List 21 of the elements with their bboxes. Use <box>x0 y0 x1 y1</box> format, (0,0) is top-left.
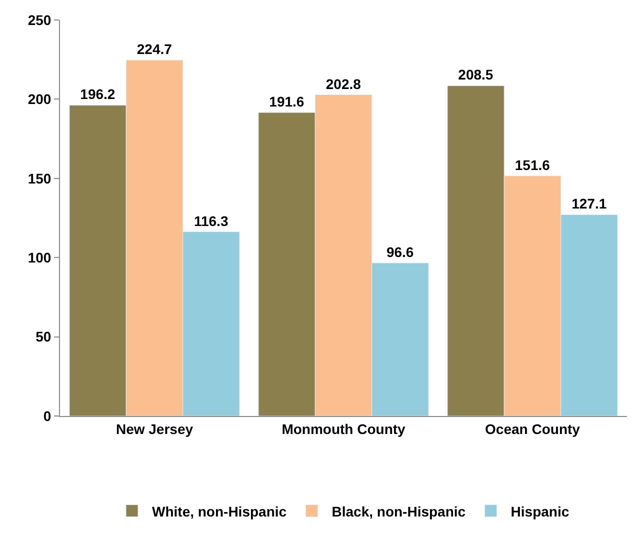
y-tick-label: 150 <box>28 170 52 186</box>
data-label: 202.8 <box>326 76 362 92</box>
x-tick-label: New Jersey <box>116 420 194 437</box>
x-tick-label: Monmouth County <box>282 420 406 437</box>
legend-label: Hispanic <box>510 503 570 520</box>
data-label: 224.7 <box>136 41 172 58</box>
y-tick-label: 250 <box>28 12 52 28</box>
data-label: 116.3 <box>194 212 228 229</box>
data-label: 151.6 <box>514 156 550 173</box>
legend-label: Black, non-Hispanic <box>332 503 466 520</box>
legend-label: White, non-Hispanic <box>152 503 287 520</box>
y-tick-label: 200 <box>28 91 52 108</box>
x-tick-label: Ocean County <box>485 420 580 437</box>
data-label: 96.6 <box>386 244 414 260</box>
data-label: 127.1 <box>572 196 607 212</box>
y-tick-label: 50 <box>36 328 52 345</box>
data-label: 196.2 <box>80 86 116 102</box>
data-label: 208.5 <box>458 66 494 83</box>
data-label: 191.6 <box>269 94 304 110</box>
y-tick-label: 0 <box>43 408 52 424</box>
y-tick-label: 100 <box>28 250 52 266</box>
